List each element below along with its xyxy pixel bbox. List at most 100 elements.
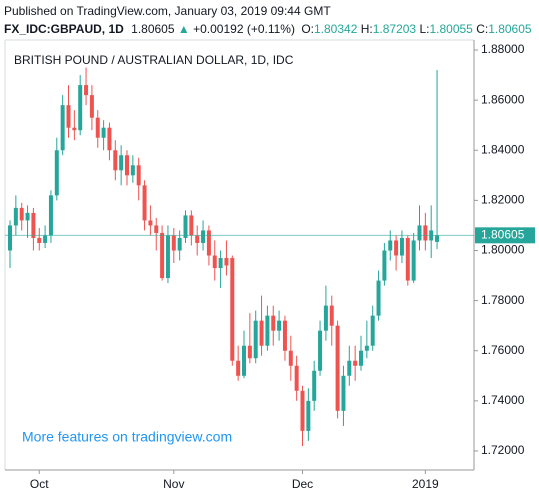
candle-body: [376, 280, 381, 316]
price: 1.80605: [131, 22, 175, 36]
candle-body: [89, 95, 94, 118]
candle-body: [265, 315, 270, 346]
candle-body: [288, 350, 293, 366]
published-line: Published on TradingView.com, January 03…: [4, 4, 331, 18]
candle-body: [306, 400, 311, 431]
candle-body: [364, 345, 369, 351]
y-tick-label: 1.72000: [481, 443, 525, 457]
candle-body: [347, 360, 352, 376]
x-tick-label: Nov: [163, 477, 184, 491]
candle-body: [113, 150, 118, 171]
candle-body: [107, 127, 112, 151]
candle-body: [294, 365, 299, 391]
candle-body: [142, 185, 147, 221]
candle-body: [394, 240, 399, 256]
candle-body: [323, 305, 328, 331]
candle-body: [411, 240, 416, 281]
candle-body: [341, 375, 346, 411]
candle-body: [125, 155, 129, 176]
chart-title: BRITISH POUND / AUSTRALIAN DOLLAR, 1D, I…: [14, 53, 294, 67]
candle-body: [136, 165, 141, 186]
candle-body: [84, 85, 89, 96]
candle-body: [119, 155, 124, 171]
candle-body: [353, 360, 358, 366]
candle-body: [101, 127, 106, 138]
candle-body: [236, 360, 241, 376]
candle-body: [206, 230, 211, 256]
candle-body: [72, 127, 77, 131]
y-tick-label: 1.80000: [481, 243, 525, 257]
candle-body: [48, 195, 53, 236]
y-tick-label: 1.82000: [481, 193, 525, 207]
candle-body: [224, 258, 229, 266]
candle-body: [13, 207, 18, 226]
candle-body: [388, 240, 393, 251]
candle-body: [230, 258, 235, 361]
candle-body: [195, 235, 200, 243]
candle-body: [25, 212, 30, 221]
y-tick-label: 1.74000: [481, 393, 525, 407]
candle-body: [148, 220, 153, 226]
candle-body: [212, 255, 217, 269]
candle-body: [271, 315, 276, 331]
change: +0.00192 (+0.11%): [193, 22, 295, 36]
candle-body: [218, 258, 223, 269]
candle-body: [19, 207, 24, 221]
candle-body: [399, 237, 404, 256]
x-tick-label: Dec: [292, 477, 313, 491]
candle-body: [183, 215, 188, 238]
candle-body: [78, 85, 83, 131]
ohlc-value: 1.87203: [373, 22, 417, 36]
ohlc-value: 1.80055: [429, 22, 473, 36]
x-tick-label: 2019: [412, 477, 439, 491]
ohlc-label: L:: [419, 22, 429, 36]
candle-body: [417, 225, 422, 241]
candle-body: [95, 117, 100, 138]
candle-body: [282, 320, 287, 351]
candle-body: [66, 105, 71, 128]
candle-body: [171, 235, 176, 251]
symbol: FX_IDC:GBPAUD, 1D: [4, 22, 124, 36]
candle-body: [177, 237, 182, 251]
candle-body: [31, 212, 36, 238]
candle-body: [43, 235, 48, 243]
y-tick-label: 1.76000: [481, 343, 525, 357]
candle-body: [423, 225, 428, 241]
candle-body: [165, 235, 170, 279]
watermark: More features on tradingview.com: [22, 429, 232, 445]
candle-body: [329, 305, 334, 326]
y-tick-label: 1.78000: [481, 293, 525, 307]
candle-body: [160, 232, 165, 279]
last-price-box: [475, 227, 535, 244]
candle-body: [54, 150, 59, 196]
x-tick-label: Oct: [30, 477, 49, 491]
candle-body: [405, 237, 410, 281]
candle-body: [259, 320, 264, 346]
candle-body: [359, 350, 363, 366]
candle-body: [242, 345, 246, 376]
candle-body: [382, 250, 387, 281]
ohlc-value: 1.80605: [488, 22, 532, 36]
candle-body: [300, 390, 305, 431]
candle-body: [435, 235, 440, 242]
y-tick-label: 1.86000: [481, 92, 525, 106]
candle-body: [277, 320, 282, 331]
ohlc-label: C:: [476, 22, 488, 36]
candle-body: [189, 215, 194, 236]
candle-body: [130, 165, 135, 176]
candle-body: [253, 320, 258, 359]
candle-body: [247, 345, 252, 359]
arrow: ▲: [178, 22, 190, 36]
symbol-line: FX_IDC:GBPAUD, 1D 1.80605 ▲ +0.00192 (+0…: [4, 22, 532, 36]
candle-body: [370, 315, 375, 346]
candle-body: [201, 230, 206, 243]
ohlc-label: O:: [301, 22, 314, 36]
candle-body: [60, 105, 65, 151]
candle-body: [312, 370, 317, 401]
last-price-label: 1.80605: [481, 228, 525, 242]
ohlc-value: 1.80342: [314, 22, 358, 36]
candle-body: [8, 225, 12, 251]
y-tick-label: 1.84000: [481, 142, 525, 156]
candle-body: [154, 225, 159, 233]
